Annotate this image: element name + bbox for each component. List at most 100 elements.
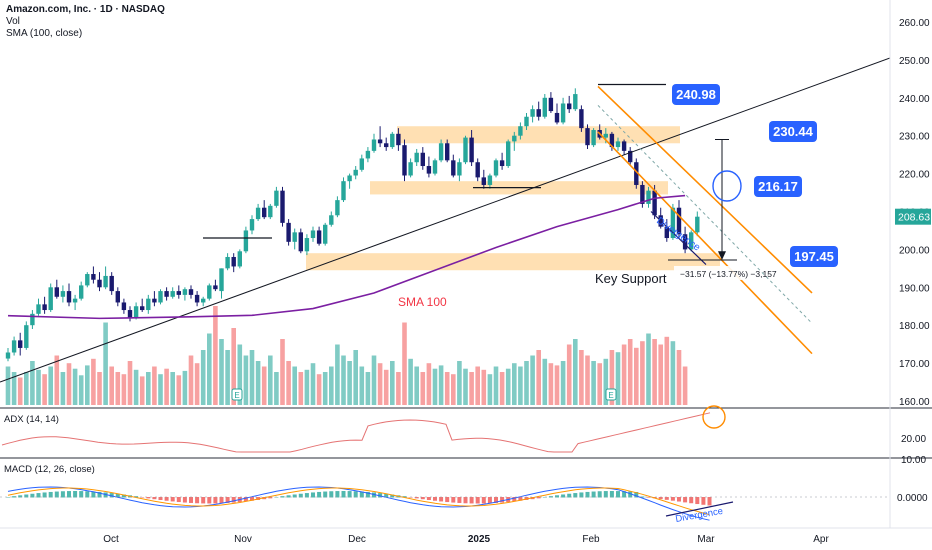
- macd-histogram-bar: [48, 491, 53, 498]
- macd-histogram-bar: [384, 493, 389, 498]
- macd-histogram-bar: [170, 497, 175, 502]
- macd-histogram-bar: [695, 497, 700, 505]
- volume-bar: [524, 361, 529, 405]
- volume-bar: [390, 361, 395, 405]
- macd-line: [7, 486, 710, 521]
- candle-body: [506, 141, 511, 167]
- volume-bar: [78, 375, 84, 405]
- sma-100-label: SMA 100: [398, 295, 447, 309]
- volume-bar: [268, 355, 273, 405]
- volume-bar: [481, 369, 487, 405]
- volume-bar: [280, 339, 285, 405]
- volume-legend[interactable]: Vol: [6, 16, 20, 27]
- volume-bar: [36, 369, 41, 405]
- volume-bar: [377, 363, 383, 405]
- macd-histogram-bar: [323, 491, 328, 498]
- candle-body: [353, 169, 358, 176]
- volume-bar: [487, 374, 493, 405]
- volume-bar: [164, 368, 169, 405]
- time-tick-label: Apr: [813, 534, 829, 545]
- macd-histogram-bar: [683, 497, 688, 503]
- measure-arrow-head: [718, 251, 726, 261]
- candle-body: [524, 116, 529, 127]
- label-216: 216.17: [758, 179, 798, 194]
- volume-bar: [115, 372, 121, 405]
- macd-histogram-bar: [268, 497, 273, 499]
- volume-bar: [194, 363, 200, 405]
- trend-lines: [0, 57, 891, 383]
- volume-bar: [432, 368, 438, 405]
- volume-bar: [444, 372, 450, 405]
- volume-bar: [72, 368, 78, 405]
- label-240: 240.98: [676, 87, 716, 102]
- volume-bar: [658, 344, 663, 405]
- volume-bar: [347, 361, 352, 405]
- volume-bar: [670, 341, 676, 405]
- macd-divergence-line: [665, 501, 734, 517]
- macd-histogram-bar: [109, 493, 114, 498]
- sma-legend[interactable]: SMA (100, close): [6, 28, 83, 39]
- candle-body: [567, 103, 572, 110]
- ascending-trendline: [0, 57, 891, 383]
- macd-histogram-bar: [622, 491, 627, 498]
- key-support-label: Key Support: [595, 271, 667, 286]
- macd-histogram-bar: [670, 497, 675, 501]
- candle-body: [530, 109, 535, 117]
- candle-body: [48, 287, 53, 311]
- macd-histogram-bar: [164, 497, 169, 501]
- volume-bar: [91, 358, 96, 405]
- symbol-title[interactable]: Amazon.com, Inc. · 1D · NASDAQ: [6, 4, 165, 15]
- price-tick-label: 170.00: [899, 359, 930, 370]
- label-230-box: [769, 121, 817, 142]
- volume-bar: [640, 341, 645, 405]
- volume-bar: [274, 372, 279, 405]
- candle-body: [682, 234, 688, 250]
- adx-line: [1, 412, 711, 453]
- volume-bar: [646, 333, 651, 405]
- candle-body: [121, 302, 127, 311]
- macd-histogram-bar: [579, 492, 584, 498]
- candle-body: [213, 285, 218, 290]
- candle-body: [628, 150, 633, 163]
- price-tick-label: 240.00: [899, 94, 930, 105]
- candle-body: [646, 190, 651, 204]
- candle-body: [420, 152, 425, 167]
- volume-bar: [585, 355, 590, 405]
- candle-body: [603, 133, 608, 138]
- volume-bar: [353, 350, 358, 405]
- time-axis: Oct Nov Dec 2025 Feb Mar Apr: [103, 534, 829, 545]
- candle-body: [188, 289, 194, 295]
- candle-body: [97, 279, 102, 288]
- candle-body: [304, 238, 310, 252]
- adx-highlight-circle: [702, 405, 726, 429]
- volume-bar: [127, 361, 133, 405]
- candle-body: [103, 275, 108, 288]
- volume-bar: [255, 361, 261, 405]
- macd-histogram-bar: [536, 497, 541, 499]
- candle-body: [292, 232, 297, 242]
- macd-histogram-bar: [207, 497, 212, 504]
- macd-histogram-bar: [573, 493, 578, 498]
- candle-body: [310, 230, 316, 239]
- adx-pane-label[interactable]: ADX (14, 14): [4, 414, 59, 425]
- candle-body: [560, 103, 566, 123]
- macd-histogram-bar: [250, 497, 254, 501]
- macd-histogram-bar: [359, 491, 364, 498]
- volume-bar: [365, 372, 371, 405]
- macd-histogram-bar: [646, 497, 651, 498]
- volume-bar: [139, 376, 145, 405]
- candle-body: [457, 162, 462, 176]
- earnings-marker-label: E: [234, 391, 239, 400]
- volume-bar: [420, 372, 426, 405]
- volume-bar: [109, 366, 114, 405]
- candle-body: [493, 160, 499, 176]
- candle-body: [487, 175, 493, 185]
- candle-body: [621, 141, 627, 151]
- macd-pane-label[interactable]: MACD (12, 26, close): [4, 464, 95, 475]
- macd-histogram-bar: [152, 497, 157, 500]
- macd-histogram-bar: [585, 491, 590, 498]
- signal-line: [7, 487, 710, 516]
- earnings-marker: [605, 388, 617, 401]
- candle-body: [231, 256, 236, 267]
- volume-bar: [530, 355, 535, 405]
